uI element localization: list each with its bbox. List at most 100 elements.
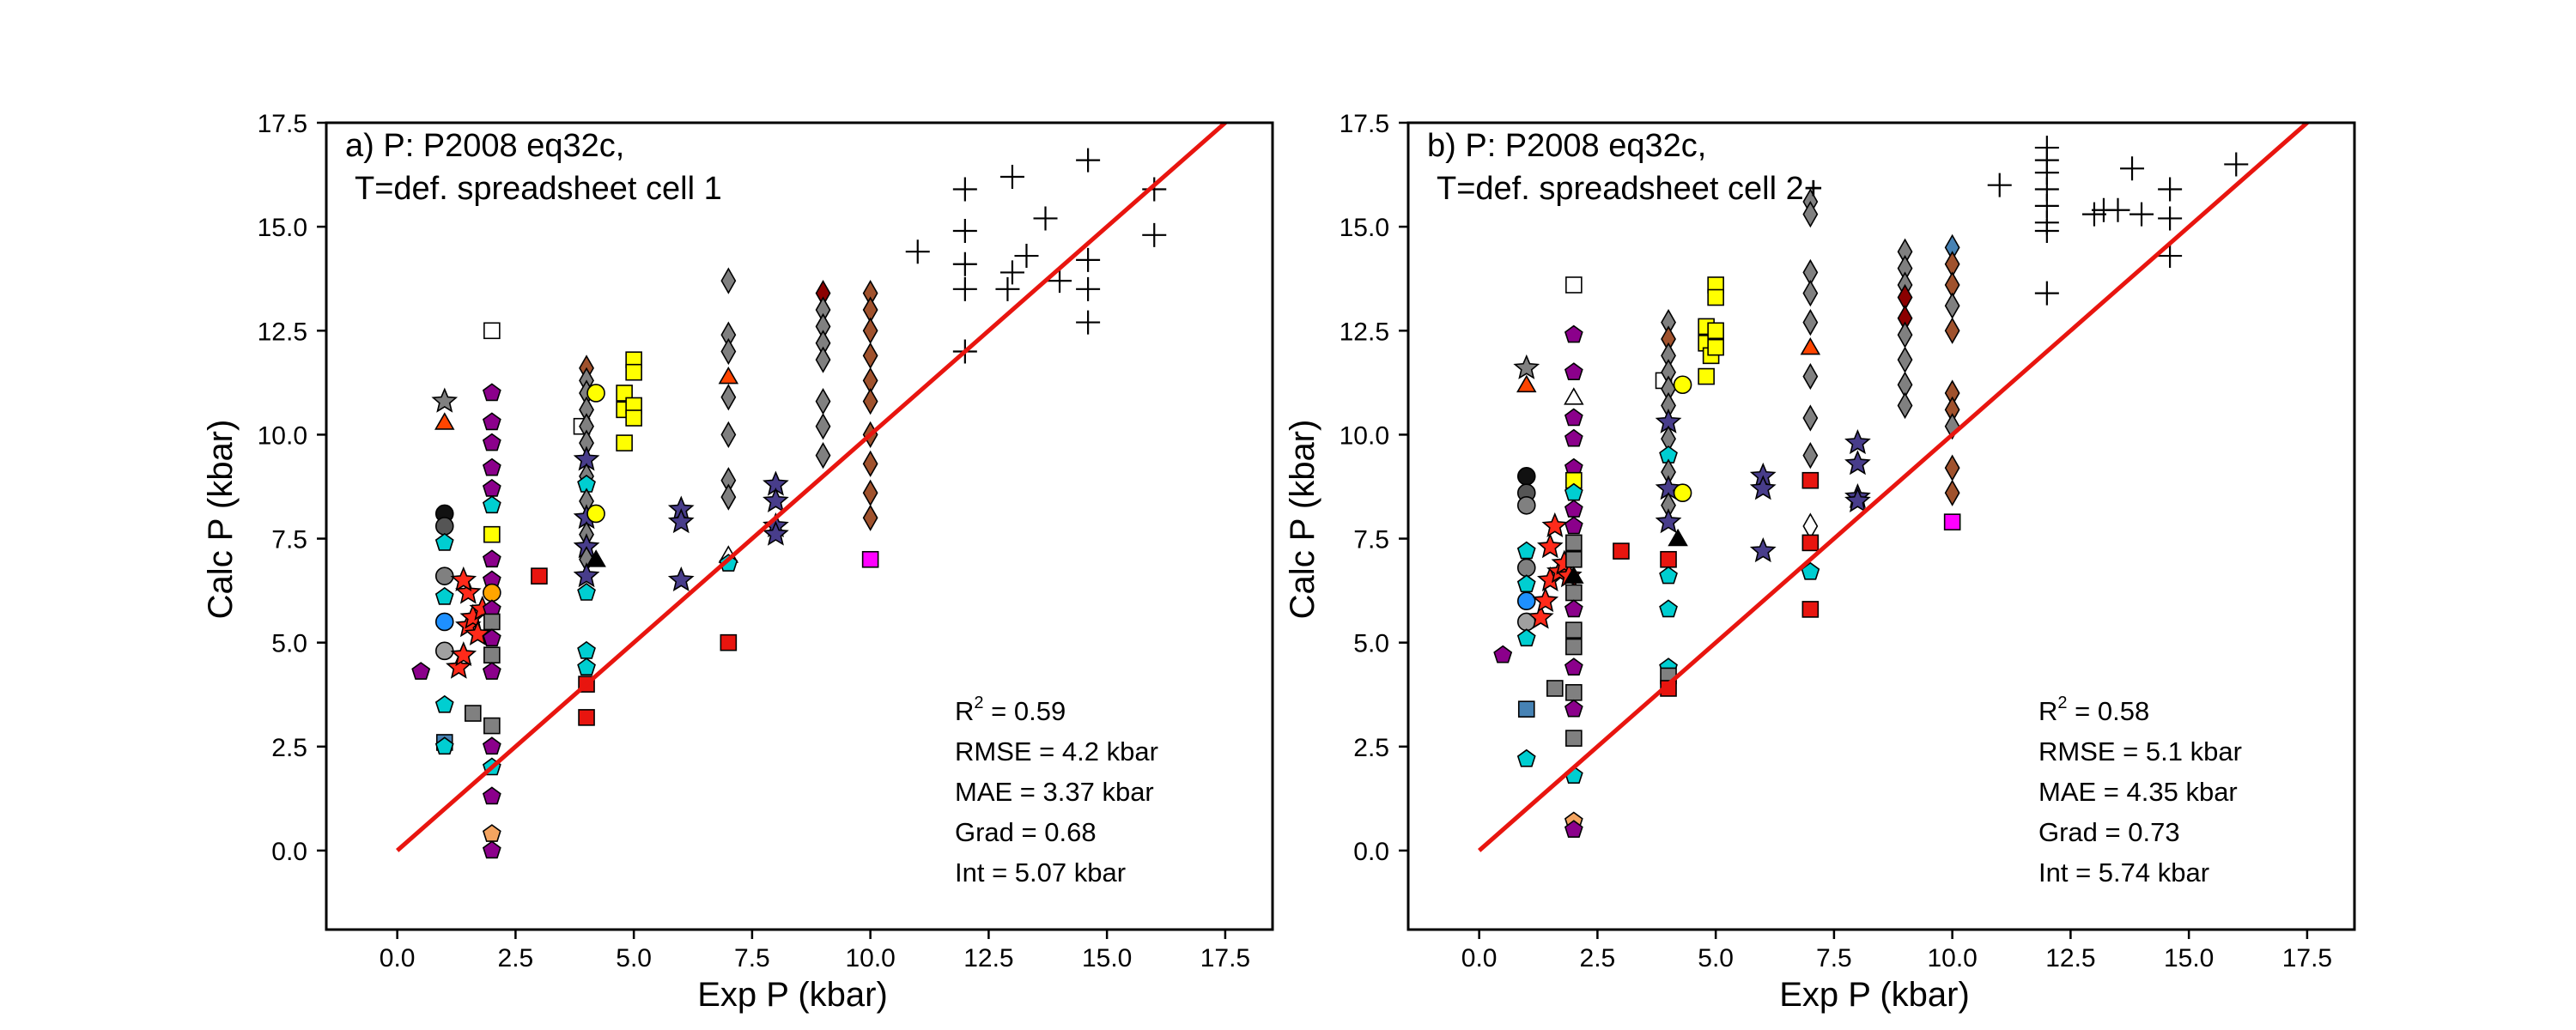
panel-b-point-36 xyxy=(1564,566,1584,584)
panel-a-r2-value: = 0.59 xyxy=(984,696,1066,726)
panel-b-rmse: RMSE = 5.1 kbar xyxy=(2038,736,2242,766)
panel-b-point-138 xyxy=(2224,152,2249,177)
panel-b-y-tick-label-6: 15.0 xyxy=(1340,214,1389,242)
panel-b-point-121 xyxy=(1987,173,2012,197)
panel-a-point-120 xyxy=(999,260,1024,285)
panel-a-r2: R2 = 0.59 xyxy=(955,694,1066,726)
panel-b-point-23 xyxy=(1565,276,1583,294)
panel-b-point-79 xyxy=(1707,338,1724,356)
panel-a-point-32 xyxy=(483,583,501,603)
panel-b-point-98 xyxy=(1844,450,1871,476)
panel-b-ticks: 0.0 2.5 5.0 7.5 10.0 12.5 15.0 17.5 0.0 2.5 5.0 7.5… xyxy=(1340,110,2332,972)
panel-b-point-114 xyxy=(1944,317,1960,344)
panel-a-x-tick-label-1: 2.5 xyxy=(498,944,534,972)
panel-a-point-113 xyxy=(905,239,930,264)
panel-b-y-tick-label-4: 10.0 xyxy=(1340,421,1389,450)
panel-b-point-14 xyxy=(1528,603,1554,629)
panel-a-point-115 xyxy=(952,218,977,243)
panel-b-point-65 xyxy=(1659,566,1678,585)
panel-b-y-tick-label-5: 12.5 xyxy=(1340,318,1389,346)
panel-a-point-73 xyxy=(625,363,642,381)
panel-a-point-129 xyxy=(1142,177,1167,202)
panel-b-point-96 xyxy=(1801,601,1820,618)
panel-a-point-14 xyxy=(450,641,477,667)
panel-b-r2-label: R xyxy=(2038,696,2057,726)
panel-a-y-tick-label-3: 7.5 xyxy=(271,526,307,554)
panel-b-point-38 xyxy=(1564,599,1583,618)
panel-a-point-12 xyxy=(434,736,454,755)
panel-a-point-82 xyxy=(718,366,739,385)
panel-b-point-34 xyxy=(1565,534,1583,552)
panel-b-fit-line xyxy=(1477,123,2311,852)
panel-b-point-41 xyxy=(1564,657,1583,676)
panel-b-point-26 xyxy=(1564,387,1584,405)
panel-b-point-71 xyxy=(1673,483,1692,503)
panel-a-point-117 xyxy=(952,276,977,301)
panel-a-point-61 xyxy=(573,562,600,588)
panel-a-point-26 xyxy=(482,457,501,476)
panel-a-grad: Grad = 0.68 xyxy=(955,817,1097,847)
panel-a-point-83 xyxy=(720,384,737,411)
panel-a-point-79 xyxy=(720,267,737,294)
panel-a-y-axis-label: Calc P (kbar) xyxy=(202,420,240,620)
panel-b-point-137 xyxy=(2158,244,2183,269)
panel-a-plot-area xyxy=(395,123,1229,859)
panel-b-point-132 xyxy=(2105,197,2130,222)
panel-a-point-124 xyxy=(1048,269,1072,294)
panel-b-point-8 xyxy=(1516,574,1536,593)
panel-a-point-89 xyxy=(720,633,738,651)
panel-a-x-tick-label-6: 15.0 xyxy=(1082,944,1132,972)
panel-b-point-18 xyxy=(1541,512,1569,537)
panel-a-title-line-2: T=def. spreadsheet cell 1 xyxy=(355,171,722,207)
panel-b-point-0 xyxy=(1493,645,1513,663)
panel-a-point-2 xyxy=(434,412,455,430)
panel-a-point-71 xyxy=(616,434,633,451)
panel-a-y-tick-label-5: 12.5 xyxy=(258,318,307,346)
panel-b-point-33 xyxy=(1564,516,1583,535)
panel-a-point-23 xyxy=(482,383,501,402)
panel-b-y-tick-label-3: 7.5 xyxy=(1353,526,1389,554)
panel-b-point-9 xyxy=(1516,591,1536,611)
panel-a-title-line-1: a) P: P2008 eq32c, xyxy=(345,128,624,164)
panel-a-stats: R2 = 0.59 RMSE = 4.2 kbar MAE = 3.37 kba… xyxy=(955,694,1158,888)
panel-b-x-tick-label-5: 12.5 xyxy=(2045,944,2095,972)
panel-b-point-94 xyxy=(1801,534,1820,552)
panel-a-point-107 xyxy=(862,388,878,415)
panel-b-point-44 xyxy=(1565,730,1583,747)
panel-b-y-tick-label-0: 0.0 xyxy=(1353,838,1389,866)
panel-a-point-93 xyxy=(762,520,789,546)
panel-a-axes-frame xyxy=(325,121,1274,931)
panel-b-point-25 xyxy=(1564,362,1583,381)
panel-a-x-tick-label-4: 10.0 xyxy=(845,944,895,972)
panel-a-ticks: 0.0 2.5 5.0 7.5 10.0 12.5 15.0 17.5 0.0 2.5 5.0 7.5… xyxy=(258,110,1250,972)
panel-b-point-87 xyxy=(1802,308,1819,336)
panel-b-point-90 xyxy=(1802,404,1819,432)
panel-a-rmse: RMSE = 4.2 kbar xyxy=(955,736,1158,766)
panel-b-point-77 xyxy=(1707,288,1724,306)
panel-b-point-92 xyxy=(1801,471,1820,489)
panel-b-x-tick-label-2: 5.0 xyxy=(1698,944,1734,972)
panel-a-point-60 xyxy=(586,549,606,567)
panel-a-point-126 xyxy=(1076,247,1101,272)
panel-b-point-86 xyxy=(1802,280,1819,307)
panel-b-point-24 xyxy=(1564,324,1583,343)
panel-a-x-axis-label: Exp P (kbar) xyxy=(697,976,888,1014)
panel-a-point-101 xyxy=(815,442,831,470)
panel-a-point-8 xyxy=(434,612,454,632)
panel-a-point-123 xyxy=(1033,206,1058,231)
panel-a-point-75 xyxy=(625,409,642,427)
panel-b-point-70 xyxy=(1673,375,1692,395)
panel-b-grad: Grad = 0.73 xyxy=(2038,817,2180,847)
panel-a-y-tick-label-4: 10.0 xyxy=(258,421,307,450)
panel-b-point-82 xyxy=(1749,537,1777,563)
panel-b-point-37 xyxy=(1565,584,1583,602)
panel-a-point-30 xyxy=(482,549,501,568)
panel-b-x-tick-label-6: 15.0 xyxy=(2164,944,2214,972)
panel-b-x-tick-label-3: 7.5 xyxy=(1816,944,1852,972)
panel-b-plot-area xyxy=(1477,123,2311,852)
panel-b-point-78 xyxy=(1707,322,1724,340)
panel-b-point-128 xyxy=(2034,218,2059,243)
panel-b-point-13 xyxy=(1516,748,1536,767)
panel-b-point-27 xyxy=(1564,408,1583,427)
panel-a-point-25 xyxy=(482,433,501,451)
